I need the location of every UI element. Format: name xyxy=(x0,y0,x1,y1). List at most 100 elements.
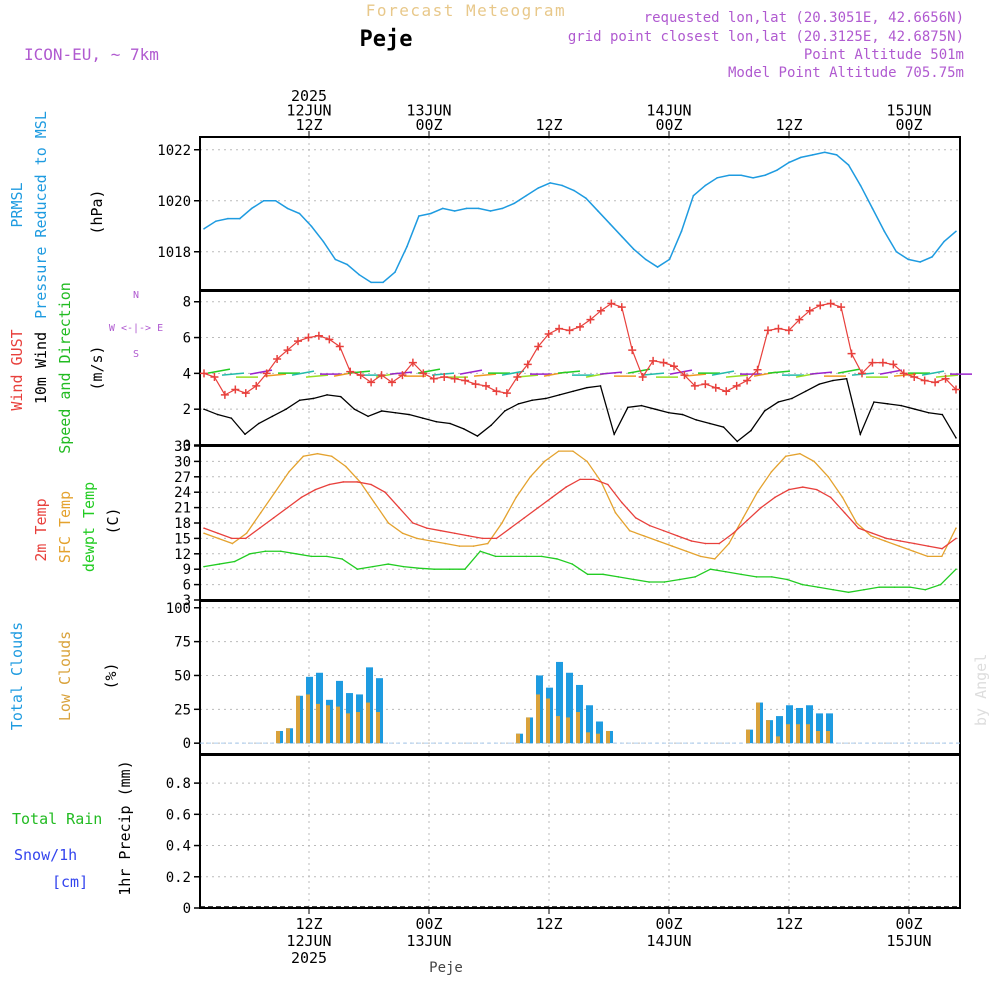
data-point xyxy=(791,397,793,400)
data-point xyxy=(572,450,574,452)
data-point xyxy=(510,555,512,558)
data-point xyxy=(571,563,574,565)
ytick-label: 50 xyxy=(174,668,191,684)
bar-low-clouds xyxy=(336,706,340,744)
data-point xyxy=(586,315,595,324)
data-point xyxy=(644,258,647,261)
ylabel-direction: Speed and Direction xyxy=(56,282,74,454)
data-point xyxy=(394,411,397,414)
data-point xyxy=(421,417,424,419)
model-label: ICON-EU, ~ 7km xyxy=(24,45,159,64)
data-point xyxy=(286,207,289,210)
data-point xyxy=(799,452,801,455)
data-point xyxy=(314,488,317,491)
data-point xyxy=(912,550,915,553)
data-point xyxy=(464,568,466,570)
data-point xyxy=(330,455,333,458)
data-point xyxy=(742,517,744,519)
ylabel-pressure: Pressure Reduced to MSL xyxy=(32,111,50,319)
data-point xyxy=(304,333,313,342)
data-point xyxy=(502,389,511,398)
data-point xyxy=(870,535,872,537)
data-point xyxy=(252,381,261,390)
data-point xyxy=(847,164,850,166)
data-point xyxy=(593,478,595,481)
data-point xyxy=(412,522,414,524)
data-point xyxy=(695,419,698,421)
series-line xyxy=(203,302,957,396)
data-point xyxy=(316,452,319,455)
data-point xyxy=(525,555,528,558)
data-point xyxy=(441,207,444,210)
data-point xyxy=(678,578,681,581)
data-point xyxy=(654,408,656,410)
data-point xyxy=(472,545,475,547)
data-point xyxy=(788,488,790,491)
data-point xyxy=(387,563,389,565)
data-point xyxy=(952,385,960,394)
legend-total-rain: Total Rain xyxy=(12,810,102,828)
data-point xyxy=(827,476,830,478)
gridpoint-coords: grid point closest lon,lat (20.3125E, 42… xyxy=(568,29,964,45)
ylabel-gust: Wind GUST xyxy=(8,329,26,410)
bar-low-clouds xyxy=(346,713,350,744)
data-point xyxy=(382,281,384,284)
data-point xyxy=(634,517,637,519)
data-point xyxy=(495,537,498,540)
series-line xyxy=(203,378,957,443)
data-point xyxy=(408,413,410,416)
data-point xyxy=(586,573,589,576)
data-point xyxy=(907,258,910,261)
ytick-label: 0.6 xyxy=(166,807,191,823)
data-point xyxy=(490,424,492,427)
data-point xyxy=(203,228,205,230)
model-altitude: Model Point Altitude 705.75m xyxy=(728,65,964,81)
time-label-bottom: 12Z xyxy=(295,915,322,933)
series-10m-wind xyxy=(203,377,957,443)
data-point xyxy=(699,555,702,558)
data-point xyxy=(217,532,219,535)
data-point xyxy=(283,346,292,355)
bar-low-clouds xyxy=(556,716,560,744)
data-point xyxy=(482,381,490,390)
data-point xyxy=(356,481,358,483)
bar-low-clouds xyxy=(806,724,810,744)
data-point xyxy=(740,573,742,576)
ytick-label: 0 xyxy=(183,736,191,752)
data-point xyxy=(286,506,289,509)
data-point xyxy=(746,519,748,522)
compass-rose: N W <-|-> E S xyxy=(109,290,163,360)
data-point xyxy=(955,537,957,540)
data-point xyxy=(217,537,219,540)
data-point xyxy=(203,532,205,535)
data-point xyxy=(802,486,804,488)
series-line xyxy=(203,450,957,560)
data-point xyxy=(203,565,205,568)
data-point xyxy=(931,378,940,387)
wind-barbs xyxy=(207,368,972,378)
wind-barb xyxy=(389,371,413,375)
data-point xyxy=(914,408,916,410)
bar-low-clouds xyxy=(526,717,530,744)
bar-total-clouds xyxy=(556,661,563,744)
data-point xyxy=(551,496,553,499)
series-line xyxy=(203,550,957,593)
data-point xyxy=(728,542,730,545)
time-label-top: 00Z xyxy=(655,116,682,134)
data-point xyxy=(458,545,461,547)
data-point xyxy=(927,545,929,547)
data-point xyxy=(886,403,889,405)
data-point xyxy=(537,506,540,509)
data-point xyxy=(346,367,355,376)
wind-barb xyxy=(599,371,623,375)
data-point xyxy=(367,378,376,387)
data-point xyxy=(704,542,707,545)
data-point xyxy=(216,413,219,416)
data-point xyxy=(795,315,804,324)
data-point xyxy=(704,184,707,187)
data-point xyxy=(770,470,773,473)
data-point xyxy=(941,374,950,383)
bar-low-clouds xyxy=(816,730,820,744)
data-point xyxy=(755,576,758,578)
